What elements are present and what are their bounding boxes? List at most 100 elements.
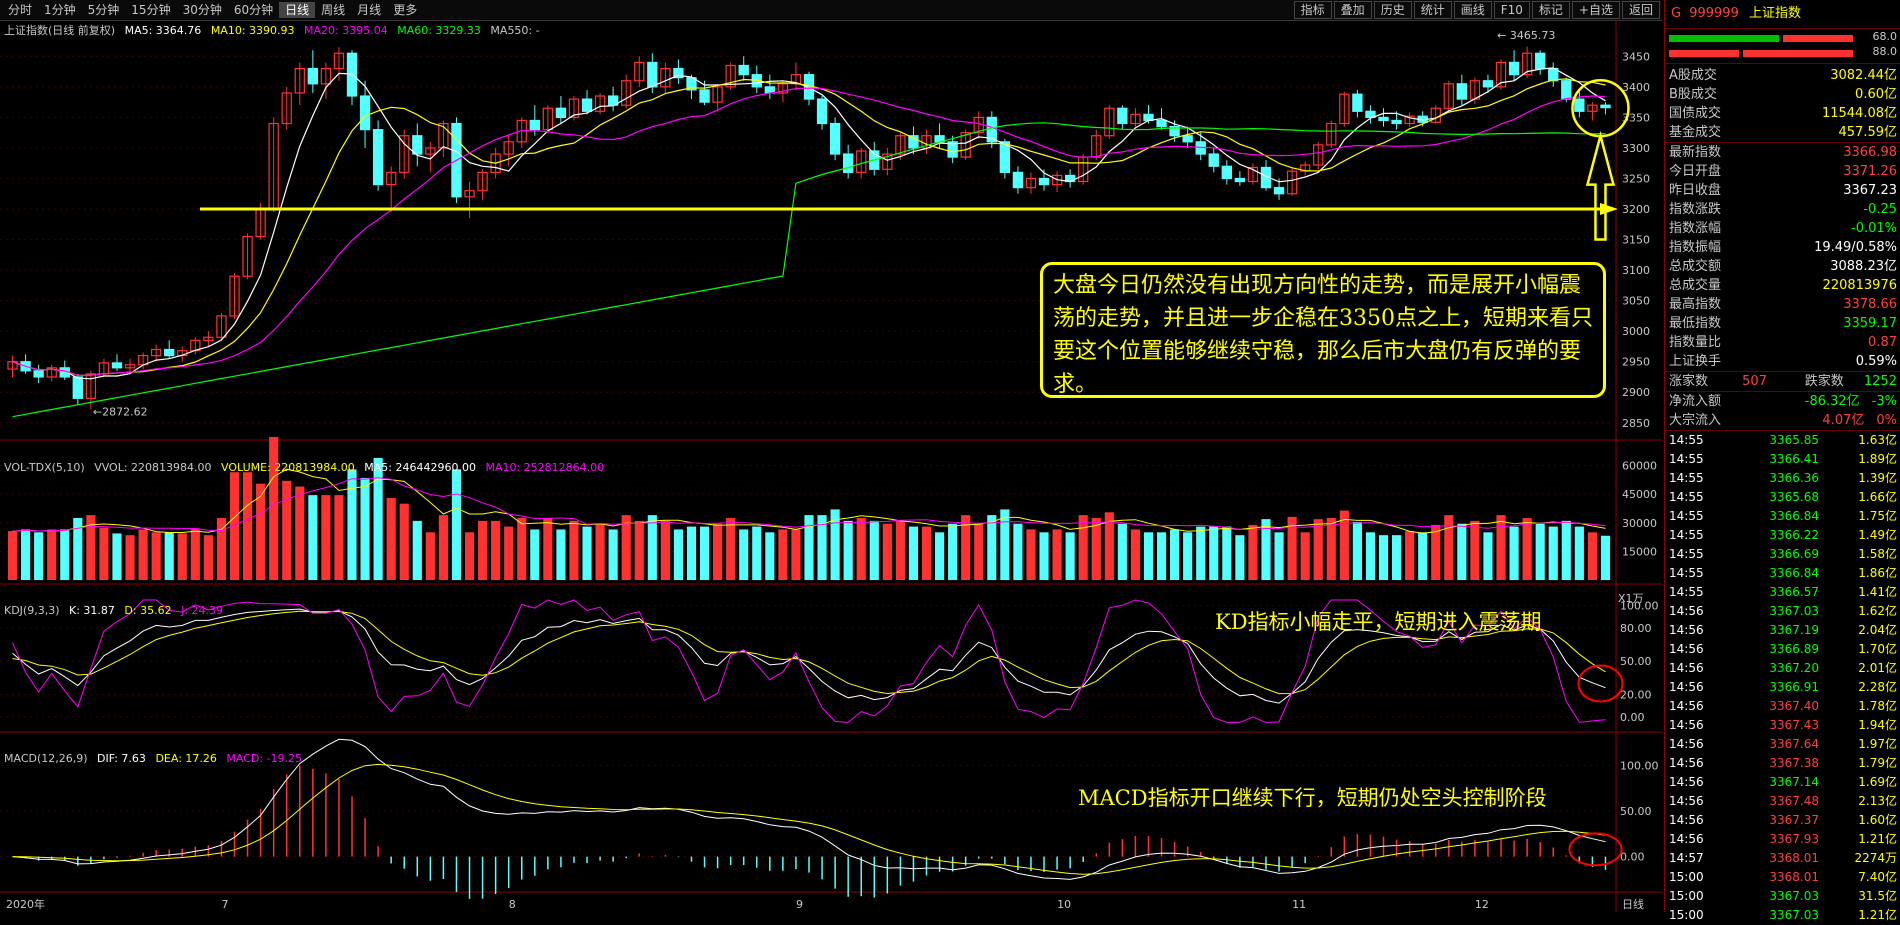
volume-bar: [621, 515, 631, 580]
candle-body: [634, 61, 645, 82]
volume-bar: [974, 523, 984, 580]
ma10-line: [12, 78, 1606, 377]
vol-ma10-line: [12, 477, 1606, 532]
x-tick-label: 10: [1057, 898, 1071, 911]
volume-bar: [1496, 515, 1506, 580]
tool-button-3[interactable]: 统计: [1413, 1, 1452, 19]
tick-time: 14:56: [1669, 794, 1704, 808]
macd-circle: [1568, 832, 1623, 867]
tab-5[interactable]: 60分钟: [233, 3, 274, 17]
candle-body: [1443, 83, 1454, 109]
candle-body: [1600, 104, 1611, 109]
volume-bar: [347, 469, 357, 580]
volume-bar: [1326, 518, 1336, 580]
tab-1[interactable]: 1分钟: [44, 3, 76, 17]
tick-row: 14:55 3366.57 1.41亿: [1665, 583, 1900, 602]
volume-bar: [673, 529, 684, 580]
tool-button-0[interactable]: 指标: [1293, 1, 1332, 19]
candle-body: [399, 135, 410, 173]
candle-body: [1130, 113, 1141, 125]
volume-bar: [895, 520, 905, 580]
tick-price: 3366.89: [1769, 642, 1819, 656]
volume-bar: [34, 532, 44, 580]
vol-legend-vvol: VVOL: 220813984.00: [94, 461, 212, 474]
volume-bar: [634, 520, 644, 580]
price-tick-label: 3000: [1622, 325, 1650, 338]
volume-bar: [1261, 519, 1271, 580]
volume-bar: [308, 495, 318, 580]
tab-0[interactable]: 分时: [8, 3, 33, 17]
tab-6[interactable]: 日线: [279, 2, 316, 18]
index-code: 999999: [1689, 6, 1739, 21]
tick-time: 14:56: [1669, 737, 1704, 751]
tick-time: 14:57: [1669, 851, 1704, 865]
tick-price: 3366.69: [1769, 547, 1819, 561]
volume-bar: [1248, 524, 1258, 580]
volume-bar: [1117, 523, 1127, 580]
tick-list[interactable]: 14:55 3365.85 1.63亿 14:55 3366.41 1.89亿 14:55 3…: [1665, 430, 1900, 925]
index-name: 上证指数: [1749, 6, 1802, 21]
tool-button-5[interactable]: F10: [1493, 1, 1530, 19]
volume-bar: [1091, 518, 1101, 580]
candle-body: [1025, 177, 1037, 189]
ma60-legend: MA60: 3329.33: [397, 24, 481, 37]
quote-row-8: 最高指数 3378.66: [1665, 295, 1900, 314]
tool-button-1[interactable]: 叠加: [1333, 1, 1372, 19]
tick-amount: 1.97亿: [1858, 737, 1897, 751]
tick-time: 15:00: [1669, 870, 1704, 884]
quote-row-1-value: 3371.26: [1843, 164, 1897, 179]
volume-bar: [151, 532, 161, 580]
volume-bar: [595, 523, 605, 580]
volume-bar: [21, 529, 31, 580]
tool-button-8[interactable]: 返回: [1621, 1, 1660, 19]
tool-button-4[interactable]: 画线: [1453, 1, 1492, 19]
tick-amount: 1.21亿: [1858, 832, 1897, 846]
vol-legend-name: VOL-TDX(5,10): [4, 461, 85, 474]
tab-4[interactable]: 30分钟: [182, 3, 222, 17]
quote-row-5-label: 指数振幅: [1669, 240, 1722, 255]
volume-bar: [1405, 531, 1415, 580]
up-count: 507: [1742, 374, 1767, 389]
tab-7[interactable]: 周线: [321, 3, 346, 17]
macd-legend-macd: MACD: -19.25: [226, 752, 303, 765]
candle-body: [843, 153, 854, 173]
kdj-j-line: [12, 599, 1606, 723]
tab-3[interactable]: 15分钟: [131, 3, 171, 17]
macd-legend: MACD(12,26,9) DIF: 7.63 DEA: 17.26 MACD:…: [4, 752, 308, 765]
kline-chart[interactable]: 3450340033503300325032003150310030503000…: [0, 20, 1662, 912]
candle-body: [359, 95, 371, 131]
period-toolbar: 分时 1分钟 5分钟 15分钟 30分钟 60分钟 日线 周线 月线 更多 指标 叠加 历史 统计 画线 F…: [0, 0, 1662, 21]
price-tick-label: 3400: [1622, 81, 1650, 94]
volume-bar: [1548, 526, 1558, 580]
kdj-tick-label: 20.00: [1620, 689, 1652, 702]
kdj-tick-label: 80.00: [1620, 622, 1652, 635]
tick-amount: 1.49亿: [1858, 528, 1897, 542]
strength-bars: 68.0 88.0: [1665, 29, 1900, 64]
volume-bar: [556, 529, 566, 580]
tool-button-7[interactable]: +自选: [1571, 1, 1620, 19]
tab-8[interactable]: 月线: [357, 3, 382, 17]
volume-bar: [491, 520, 501, 580]
tick-row: 14:55 3365.85 1.63亿: [1665, 431, 1900, 450]
tick-row: 14:56 3367.20 2.01亿: [1665, 659, 1900, 678]
volume-bar: [125, 535, 135, 580]
candle-body: [712, 86, 723, 103]
candle-body: [673, 67, 684, 79]
candle-body: [621, 80, 632, 106]
volume-bar: [464, 532, 475, 580]
volume-bar: [934, 532, 945, 580]
candle-body: [581, 98, 593, 112]
tool-button-2[interactable]: 历史: [1373, 1, 1412, 19]
candle-body: [307, 67, 319, 85]
tool-button-6[interactable]: 标记: [1531, 1, 1570, 19]
tab-2[interactable]: 5分钟: [87, 3, 120, 17]
volume-bar: [138, 529, 148, 580]
volume-bar: [778, 529, 788, 580]
candle-body: [1352, 93, 1363, 112]
tick-row: 14:56 3367.14 1.69亿: [1665, 773, 1900, 792]
quote-list: 最新指数 3366.98 今日开盘 3371.26 昨日收盘 3367.23 指数涨跌 -0.…: [1665, 142, 1900, 371]
strength-bar-2b: [1743, 50, 1853, 57]
tab-9[interactable]: 更多: [393, 3, 418, 17]
volume-bar: [1065, 532, 1075, 580]
volume-bar: [921, 526, 932, 580]
